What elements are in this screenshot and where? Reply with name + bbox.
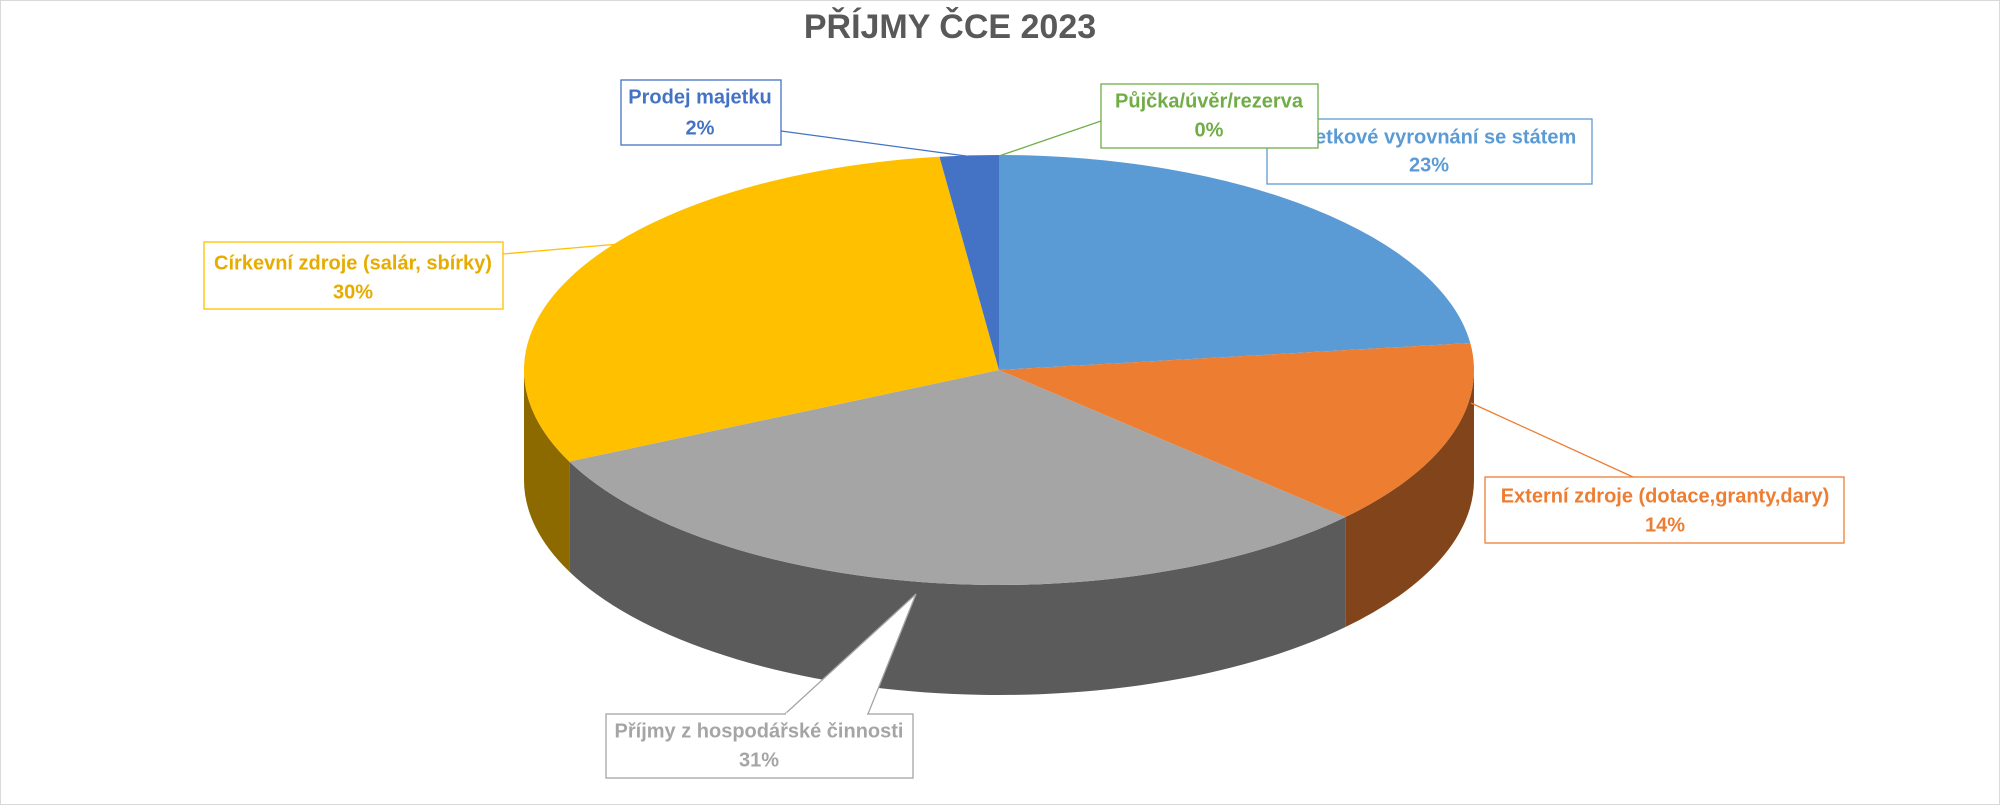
category-label: Prodej majetku bbox=[628, 86, 771, 108]
label-box bbox=[1484, 476, 1845, 544]
pie-slice bbox=[524, 156, 999, 462]
label-box bbox=[1100, 83, 1319, 149]
label-box bbox=[620, 79, 782, 146]
category-label: Externí zdroje (dotace,granty,dary) bbox=[1501, 485, 1830, 507]
value-label: 2% bbox=[686, 117, 715, 139]
pie-slice bbox=[939, 155, 999, 370]
leader-line bbox=[998, 120, 1102, 157]
chart-title: PŘÍJMY ČCE 2023 bbox=[804, 7, 1096, 46]
pie-side bbox=[569, 461, 1346, 695]
pie-slice bbox=[999, 343, 1474, 518]
leader-line bbox=[502, 243, 620, 255]
leader-line bbox=[780, 130, 967, 157]
pie-slice bbox=[999, 155, 1471, 370]
label-box bbox=[1266, 118, 1593, 185]
label-box bbox=[203, 241, 504, 310]
category-label: Majetkové vyrovnání se státem bbox=[1282, 126, 1577, 148]
pie-slice bbox=[569, 370, 1346, 585]
value-label: 0% bbox=[1195, 119, 1224, 141]
category-label: Půjčka/úvěr/rezerva bbox=[1115, 90, 1304, 112]
value-label: 31% bbox=[739, 749, 779, 771]
pie-side bbox=[524, 370, 570, 572]
value-label: 14% bbox=[1645, 514, 1685, 536]
leader-line bbox=[1470, 402, 1634, 478]
value-label: 23% bbox=[1409, 154, 1449, 176]
label-box bbox=[605, 713, 914, 779]
category-label: Církevní zdroje (salár, sbírky) bbox=[214, 252, 492, 274]
value-label: 30% bbox=[333, 281, 373, 303]
pie-side bbox=[1345, 370, 1474, 628]
category-label: Příjmy z hospodářské činnosti bbox=[615, 720, 904, 742]
